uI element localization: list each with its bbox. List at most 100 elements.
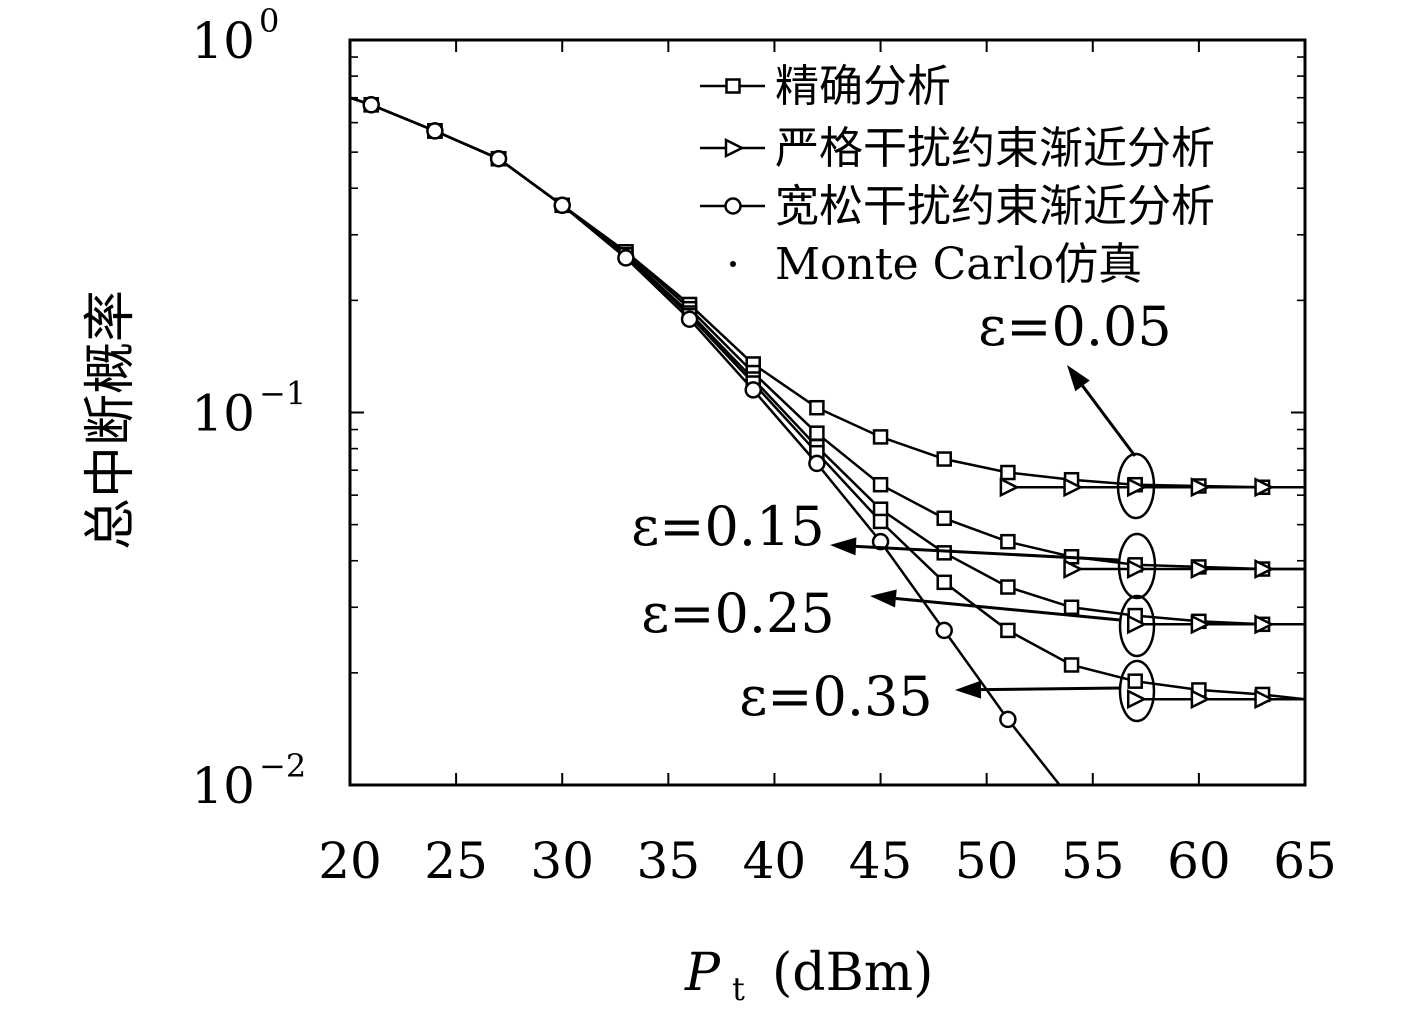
- series-marker: [1000, 579, 1016, 595]
- series-marker: [362, 96, 380, 114]
- legend-label: 严格干扰约束渐近分析: [775, 123, 1215, 174]
- series-marker: [1190, 614, 1211, 635]
- series-marker: [1063, 599, 1080, 616]
- series-marker: [1190, 559, 1211, 580]
- series-marker: [1126, 689, 1148, 710]
- series-marker: [872, 429, 889, 445]
- series-marker: [808, 454, 826, 473]
- series-marker: [936, 510, 952, 527]
- y-tick-label: 10 0: [191, 2, 279, 70]
- series-marker: [1126, 559, 1148, 580]
- y-tick-label-base: 10: [191, 385, 255, 443]
- series-marker: [744, 381, 762, 399]
- legend-label: Monte Carlo仿真: [775, 239, 1142, 290]
- y-axis-title: 总中断概率: [81, 290, 141, 550]
- legend-marker: [725, 78, 741, 94]
- series-marker: [936, 545, 952, 561]
- x-axis-title-unit: (dBm): [772, 943, 933, 1003]
- series-4: [999, 477, 1305, 498]
- y-tick-label-exponent: −2: [259, 747, 306, 785]
- series-line: [350, 96, 1305, 626]
- series-2: [350, 96, 1305, 633]
- y-tick-label-exponent: −1: [259, 375, 306, 413]
- series-marker: [936, 574, 952, 591]
- y-tick-label: 10 −2: [191, 747, 306, 815]
- series-marker: [1063, 559, 1084, 580]
- x-tick-label: 45: [849, 832, 913, 890]
- series-6: [1126, 614, 1305, 635]
- series-marker: [617, 249, 635, 267]
- legend-label: 精确分析: [775, 61, 951, 112]
- series-marker: [1190, 689, 1211, 710]
- series-marker: [1126, 477, 1148, 498]
- series-marker: [1126, 614, 1148, 635]
- series-marker: [1063, 657, 1080, 673]
- annotations: ε=0.05 ε=0.15 ε=0.25 ε=0.35: [631, 295, 1171, 728]
- annotation-arrow-2: [895, 596, 1121, 622]
- plot-area: [350, 96, 1305, 785]
- legend-item-0: 精确分析: [700, 61, 951, 112]
- annotation-label-3: ε=0.35: [739, 665, 932, 728]
- series-marker: [1254, 559, 1275, 580]
- series-marker: [999, 710, 1017, 729]
- x-tick-label: 65: [1273, 832, 1337, 890]
- annotation-arrowhead-0: [1067, 365, 1090, 392]
- series-marker: [809, 399, 825, 416]
- series-marker: [426, 122, 444, 140]
- annotation-label-2: ε=0.25: [641, 582, 834, 645]
- series-marker: [1127, 673, 1143, 689]
- y-tick-label-base: 10: [191, 757, 255, 815]
- annotation-arrowhead-2: [870, 589, 897, 608]
- annotation-arrow-3: [980, 686, 1121, 692]
- series-marker: [1254, 477, 1275, 498]
- annotation-ellipse-0: [1116, 452, 1156, 520]
- x-tick-label: 25: [424, 832, 488, 890]
- y-tick-label: 10 −1: [191, 375, 306, 443]
- series-marker: [999, 477, 1020, 498]
- series-marker: [1190, 477, 1211, 498]
- series-marker: [1000, 533, 1016, 550]
- legend-item-2: 宽松干扰约束渐近分析: [700, 181, 1215, 232]
- legend-item-3: Monte Carlo仿真: [730, 239, 1142, 290]
- series-7: [1126, 689, 1305, 710]
- series-marker: [936, 451, 952, 467]
- x-axis-title: P t (dBm): [684, 943, 933, 1008]
- x-tick-label: 30: [530, 832, 594, 890]
- series-marker: [935, 621, 953, 640]
- annotation-ellipse-2: [1118, 594, 1156, 658]
- x-tick-label: 55: [1061, 832, 1125, 890]
- x-axis-title-subscript: t: [732, 970, 745, 1008]
- x-tick-label: 40: [743, 832, 807, 890]
- annotation-ellipse-1: [1117, 532, 1157, 600]
- x-tick-label: 50: [955, 832, 1019, 890]
- annotation-arrowhead-1: [830, 537, 857, 556]
- legend-item-1: 严格干扰约束渐近分析: [700, 123, 1215, 174]
- annotation-arrow-1: [855, 544, 1119, 562]
- x-tick-label: 20: [318, 832, 382, 890]
- series-marker: [489, 149, 508, 168]
- series-marker: [871, 532, 890, 551]
- annotation-arrowhead-3: [955, 680, 982, 699]
- series-marker: [1254, 689, 1275, 710]
- series-8: [350, 96, 1062, 785]
- series-marker: [809, 425, 825, 441]
- series-marker: [872, 513, 889, 530]
- legend-marker: [730, 261, 736, 267]
- series-marker: [1000, 464, 1016, 481]
- y-tick-label-base: 10: [191, 12, 255, 70]
- series-marker: [872, 476, 889, 493]
- series-marker: [680, 310, 699, 328]
- annotation-label-1: ε=0.15: [631, 495, 824, 558]
- x-tick-label: 35: [637, 832, 701, 890]
- legend-marker: [724, 137, 745, 159]
- series-marker: [1063, 477, 1084, 498]
- x-axis-title-main: P: [684, 943, 721, 1003]
- legend-marker: [724, 197, 742, 215]
- series-marker: [1254, 614, 1275, 635]
- y-tick-label-exponent: 0: [259, 2, 279, 40]
- annotation-arrow-0: [1081, 384, 1137, 457]
- series-marker: [553, 196, 571, 215]
